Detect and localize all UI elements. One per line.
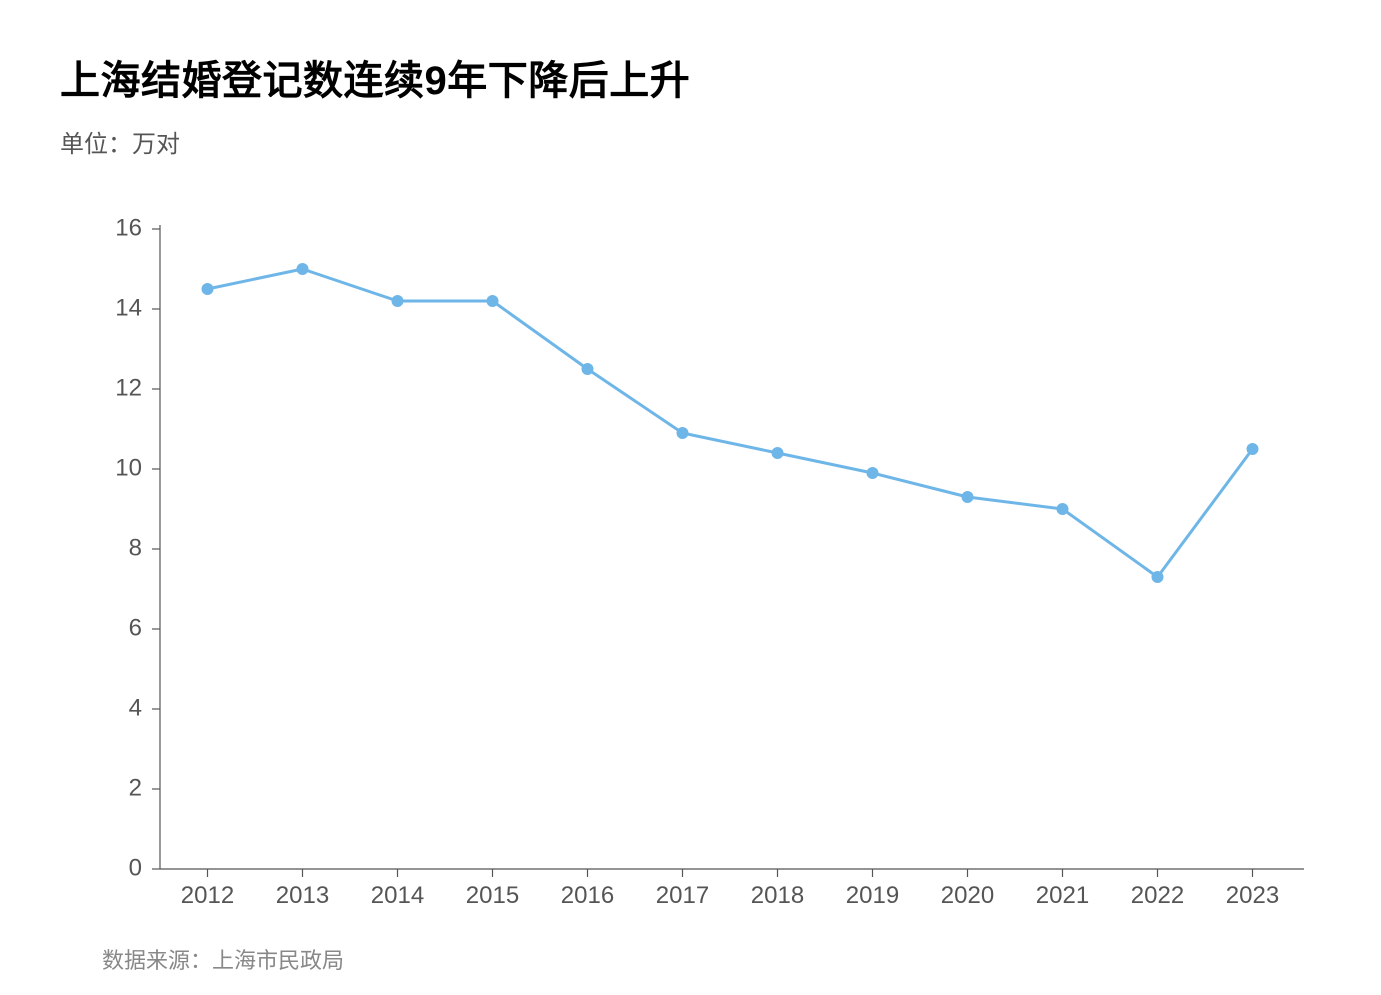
x-tick-label: 2020: [941, 882, 994, 909]
x-tick-label: 2014: [371, 882, 424, 909]
chart-title: 上海结婚登记数连续9年下降后上升: [60, 48, 1321, 106]
chart-source: 数据来源：上海市民政局: [60, 943, 1321, 975]
y-tick-label: 8: [129, 534, 142, 561]
data-line: [208, 269, 1253, 577]
data-point: [297, 264, 308, 275]
line-chart: 0 2 4 6 8 10 12 14 16 2012 2013 2014 2015 2016 2017 201…: [60, 209, 1321, 929]
data-point: [202, 284, 213, 295]
x-tick-label: 2019: [846, 882, 899, 909]
y-tick-label: 6: [129, 614, 142, 641]
y-tick-label: 14: [115, 294, 142, 321]
x-tick-label: 2022: [1131, 882, 1184, 909]
data-point: [1247, 444, 1258, 455]
chart-subtitle: 单位：万对: [60, 124, 1321, 159]
y-tick-label: 10: [115, 454, 142, 481]
data-point: [1057, 504, 1068, 515]
chart-svg: 0 2 4 6 8 10 12 14 16 2012 2013 2014 2015 2016 2017 201…: [60, 209, 1320, 929]
y-tick-label: 2: [129, 774, 142, 801]
y-tick-label: 4: [129, 694, 142, 721]
x-tick-label: 2017: [656, 882, 709, 909]
x-tick-label: 2021: [1036, 882, 1089, 909]
data-point: [582, 364, 593, 375]
data-point: [867, 468, 878, 479]
data-point: [772, 448, 783, 459]
data-point: [392, 296, 403, 307]
x-tick-label: 2012: [181, 882, 234, 909]
x-tick-label: 2023: [1226, 882, 1279, 909]
data-point: [487, 296, 498, 307]
x-tick-label: 2013: [276, 882, 329, 909]
y-tick-label: 16: [115, 214, 142, 241]
y-tick-label: 12: [115, 374, 142, 401]
x-tick-label: 2018: [751, 882, 804, 909]
x-tick-label: 2015: [466, 882, 519, 909]
data-point: [677, 428, 688, 439]
data-point: [962, 492, 973, 503]
x-tick-label: 2016: [561, 882, 614, 909]
y-tick-label: 0: [129, 854, 142, 881]
data-point: [1152, 572, 1163, 583]
